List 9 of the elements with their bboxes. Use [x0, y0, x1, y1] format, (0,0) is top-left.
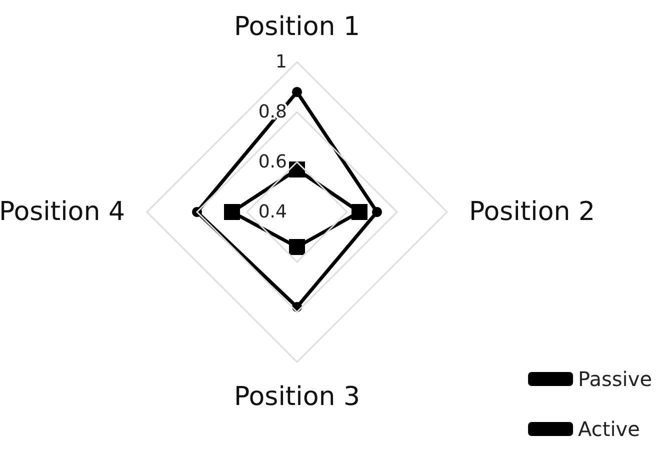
- spoke-label: Position 1: [234, 12, 360, 42]
- spoke-label: Position 3: [234, 382, 360, 412]
- legend-label: Active: [578, 417, 640, 441]
- legend-label: Passive: [578, 367, 652, 391]
- y-tick-label: 0.4: [258, 202, 287, 222]
- y-tick-label: 0.6: [258, 152, 287, 172]
- y-tick-label: 1: [276, 52, 287, 72]
- spoke-label: Position 4: [0, 197, 125, 227]
- spoke-label: Position 2: [469, 197, 596, 227]
